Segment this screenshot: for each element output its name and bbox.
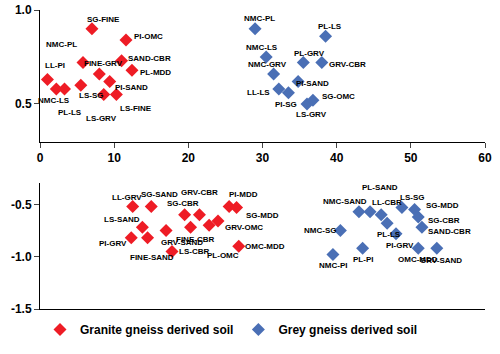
svg-text:NMC-PL: NMC-PL <box>244 14 275 23</box>
svg-text:1.0: 1.0 <box>15 3 32 17</box>
svg-text:NMC-SG: NMC-SG <box>304 226 336 235</box>
svg-text:PL-OMC: PL-OMC <box>207 251 239 260</box>
svg-text:SG-SAND: SG-SAND <box>141 190 178 199</box>
svg-text:0: 0 <box>37 151 44 165</box>
svg-text:-1.0: -1.0 <box>11 250 32 264</box>
svg-text:SG-MDD: SG-MDD <box>246 211 279 220</box>
svg-text:PI-SG: PI-SG <box>275 100 297 109</box>
svg-text:OMC-MDD: OMC-MDD <box>245 242 285 251</box>
svg-text:GRV-SAND: GRV-SAND <box>420 256 462 265</box>
svg-text:GRV-OMC: GRV-OMC <box>225 223 263 232</box>
svg-text:LS-GRV: LS-GRV <box>86 114 117 123</box>
svg-text:SG-MDD: SG-MDD <box>426 201 459 210</box>
svg-text:40: 40 <box>330 151 344 165</box>
svg-text:20: 20 <box>182 151 196 165</box>
svg-text:NMC-GRV: NMC-GRV <box>248 60 287 69</box>
svg-text:SG-FINE: SG-FINE <box>87 15 120 24</box>
svg-text:LS-SG: LS-SG <box>400 193 424 202</box>
svg-text:PI-MDD: PI-MDD <box>229 190 258 199</box>
svg-text:10: 10 <box>107 151 121 165</box>
svg-text:Granite gneiss derived soil: Granite gneiss derived soil <box>80 323 233 337</box>
svg-text:PI-GRV: PI-GRV <box>386 241 414 250</box>
svg-text:Grey gneiss derived soil: Grey gneiss derived soil <box>278 323 417 337</box>
svg-text:PL-LS: PL-LS <box>318 22 342 31</box>
svg-text:NMC-SAND: NMC-SAND <box>323 197 367 206</box>
svg-text:GRV-CBR: GRV-CBR <box>329 60 366 69</box>
svg-text:LL-CBR: LL-CBR <box>372 198 402 207</box>
svg-text:PI-OMC: PI-OMC <box>134 32 163 41</box>
svg-text:SAND-CBR: SAND-CBR <box>128 54 171 63</box>
svg-text:PL-MDD: PL-MDD <box>140 68 171 77</box>
svg-text:SAND-CBR: SAND-CBR <box>428 227 471 236</box>
svg-text:PI-SAND: PI-SAND <box>296 79 329 88</box>
svg-text:NMC-PL: NMC-PL <box>46 40 77 49</box>
svg-text:SG-OMC: SG-OMC <box>322 92 355 101</box>
svg-text:FINE-GRV: FINE-GRV <box>84 59 123 68</box>
svg-text:GRV-CBR: GRV-CBR <box>181 188 218 197</box>
svg-text:LS-FINE: LS-FINE <box>120 104 152 113</box>
svg-text:LS-GRV: LS-GRV <box>296 110 327 119</box>
svg-text:NMC-LS: NMC-LS <box>246 43 278 52</box>
svg-text:PI-SAND: PI-SAND <box>115 83 148 92</box>
svg-text:OMC-MDD: OMC-MDD <box>398 255 438 264</box>
svg-text:30: 30 <box>256 151 270 165</box>
svg-text:-0.5: -0.5 <box>11 198 32 212</box>
svg-text:60: 60 <box>478 151 492 165</box>
svg-text:NMC-LS: NMC-LS <box>38 96 70 105</box>
svg-text:PL-PI: PL-PI <box>353 255 373 264</box>
svg-text:FINE-SAND: FINE-SAND <box>130 253 174 262</box>
svg-text:PL-SAND: PL-SAND <box>362 183 398 192</box>
svg-text:0.5: 0.5 <box>15 97 32 111</box>
svg-text:50: 50 <box>404 151 418 165</box>
svg-text:PL-GRV: PL-GRV <box>294 49 325 58</box>
svg-text:LS-SG: LS-SG <box>79 91 103 100</box>
svg-text:LL-LS: LL-LS <box>247 88 270 97</box>
svg-text:LL-PI: LL-PI <box>45 61 65 70</box>
svg-text:PL-LS: PL-LS <box>58 108 82 117</box>
svg-text:SG-CBR: SG-CBR <box>167 199 199 208</box>
svg-text:SG-CBR: SG-CBR <box>428 216 460 225</box>
svg-text:GRV-SAND: GRV-SAND <box>161 238 203 247</box>
svg-text:PL-LS: PL-LS <box>377 230 401 239</box>
svg-text:FINE-CBR: FINE-CBR <box>176 235 214 244</box>
svg-text:-1.5: -1.5 <box>11 302 32 316</box>
svg-text:LL-GRV: LL-GRV <box>112 193 142 202</box>
svg-text:LS-CBR: LS-CBR <box>179 247 209 256</box>
svg-text:LS-SAND: LS-SAND <box>104 215 140 224</box>
svg-text:NMC-PI: NMC-PI <box>319 261 347 270</box>
svg-text:PI-GRV: PI-GRV <box>99 239 127 248</box>
